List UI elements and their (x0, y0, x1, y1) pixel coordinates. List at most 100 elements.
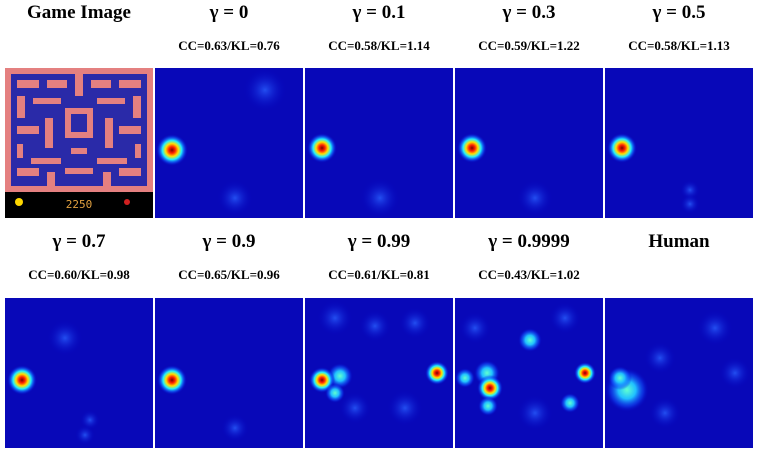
heat-blob (697, 310, 733, 346)
panel-metrics: CC=0.63/KL=0.76 (178, 38, 280, 53)
maze-wall (103, 172, 111, 188)
heat-blob (517, 395, 553, 431)
saliency-map (155, 68, 303, 218)
score-bar (5, 192, 153, 218)
heat-blob (644, 342, 676, 374)
panel-title: γ = 0.5 (652, 2, 706, 23)
maze-wall (5, 186, 153, 192)
panel-title: γ = 0.3 (502, 2, 556, 23)
game-score: 2250 (66, 198, 93, 211)
maze-wall (119, 168, 141, 176)
heat-blob (457, 133, 487, 163)
saliency-map (455, 298, 603, 448)
maze-wall (65, 108, 93, 114)
heat-blob (325, 383, 345, 403)
maze-wall (17, 168, 39, 176)
panel-title: γ = 0.9999 (487, 231, 569, 252)
saliency-map (305, 68, 453, 218)
saliency-map (605, 298, 753, 448)
maze-wall (31, 158, 61, 164)
maze-wall (75, 74, 83, 96)
heat-blob (157, 365, 187, 395)
heat-blob (459, 312, 491, 344)
heat-blob (560, 393, 580, 413)
maze-wall (45, 118, 53, 148)
panel-title: γ = 0.1 (352, 2, 406, 23)
heat-blob (307, 133, 337, 163)
heat-blob (317, 300, 353, 336)
maze-wall (71, 148, 87, 154)
maze-wall (97, 98, 125, 104)
heat-blob (75, 425, 95, 445)
maze-wall (119, 126, 141, 134)
panel-title: γ = 0 (209, 2, 249, 23)
panel-metrics: CC=0.65/KL=0.96 (178, 267, 280, 282)
heat-blob (387, 390, 423, 426)
panel-metrics: CC=0.60/KL=0.98 (28, 267, 130, 282)
heat-blob (549, 302, 581, 334)
maze-wall (65, 132, 93, 138)
heat-blob (574, 362, 596, 384)
saliency-map (455, 68, 603, 218)
maze-wall (17, 126, 39, 134)
heat-blob (399, 307, 431, 339)
saliency-map (305, 298, 453, 448)
maze-wall (33, 98, 61, 104)
heat-blob (7, 365, 37, 395)
pacman-life (15, 198, 23, 206)
heat-blob (719, 357, 751, 389)
maze-wall (135, 144, 141, 158)
heat-blob (221, 414, 249, 442)
maze-wall (47, 80, 67, 88)
heat-blob (680, 180, 700, 200)
panel-title: γ = 0.7 (52, 231, 106, 252)
heat-blob (47, 320, 83, 356)
maze-wall (119, 80, 141, 88)
heat-blob (339, 392, 371, 424)
heat-blob (156, 134, 188, 166)
heat-blob (608, 366, 632, 390)
panel-title: γ = 0.9 (202, 231, 256, 252)
panel-title: γ = 0.99 (347, 231, 410, 252)
maze-wall (17, 144, 23, 158)
maze-wall (87, 108, 93, 138)
heat-blob (607, 133, 637, 163)
maze-wall (105, 118, 113, 148)
heat-blob (243, 68, 287, 112)
saliency-map (155, 298, 303, 448)
heat-blob (518, 328, 542, 352)
maze-wall (91, 80, 111, 88)
panel-metrics: CC=0.59/KL=1.22 (478, 38, 580, 53)
saliency-map (605, 68, 753, 218)
heat-blob (455, 368, 475, 388)
maze-wall (65, 108, 71, 138)
heat-blob (478, 396, 498, 416)
fruit (124, 199, 130, 205)
heat-blob (680, 194, 700, 214)
panel-metrics: CC=0.61/KL=0.81 (328, 267, 430, 282)
panel-metrics: CC=0.58/KL=1.13 (628, 38, 730, 53)
panel-title: Game Image (27, 2, 131, 23)
saliency-map (5, 298, 153, 448)
maze-wall (5, 68, 11, 188)
maze-wall (147, 68, 153, 188)
heat-blob (517, 180, 553, 216)
heat-blob (477, 375, 503, 401)
heat-blob (360, 178, 400, 218)
maze-wall (47, 172, 55, 188)
heat-blob (425, 361, 449, 385)
panel-metrics: CC=0.58/KL=1.14 (328, 38, 430, 53)
panel-metrics: CC=0.43/KL=1.02 (478, 267, 580, 282)
maze-wall (5, 68, 153, 74)
maze-wall (17, 96, 25, 118)
maze-wall (65, 168, 93, 174)
maze-wall (17, 80, 39, 88)
game-image: 2250 (5, 68, 153, 218)
maze-wall (133, 96, 141, 118)
maze-wall (97, 158, 127, 164)
heat-blob (359, 310, 391, 342)
panel-title: Human (648, 231, 710, 252)
heat-blob (649, 397, 681, 429)
heat-blob (217, 180, 253, 216)
